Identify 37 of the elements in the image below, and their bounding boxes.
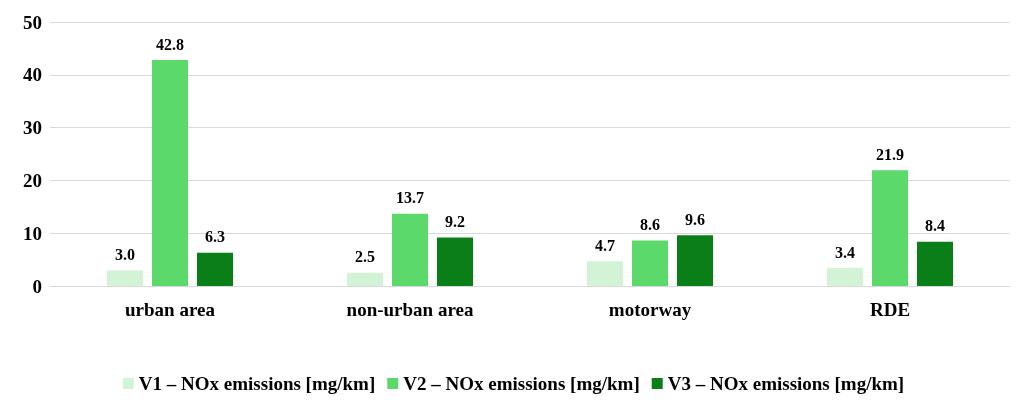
bar	[152, 60, 188, 286]
y-tick-label: 30	[23, 117, 42, 139]
x-tick-label: non-urban area	[346, 299, 474, 320]
y-tick-label: 20	[23, 169, 42, 191]
bar	[632, 240, 668, 286]
legend-label: V2 – NOx emissions [mg/km]	[403, 373, 640, 394]
x-tick-label: motorway	[608, 299, 692, 320]
text: 8.4	[925, 217, 945, 235]
text: 21.9	[876, 145, 904, 163]
bar	[437, 237, 473, 286]
bar	[347, 272, 383, 286]
text: 3.4	[835, 243, 855, 261]
text: 2.5	[355, 248, 375, 266]
y-tick-label: 50	[23, 11, 42, 33]
legend-label: V1 – NOx emissions [mg/km]	[138, 373, 376, 394]
text: 9.6	[685, 210, 705, 228]
text: 9.2	[445, 212, 465, 230]
bar	[107, 270, 143, 286]
legend-label: V3 – NOx emissions [mg/km]	[667, 373, 905, 394]
text: 8.6	[640, 216, 660, 234]
text: 6.3	[205, 228, 225, 246]
y-tick-label: 40	[23, 64, 42, 86]
text: 3.0	[115, 245, 135, 263]
x-tick-label: RDE	[869, 299, 911, 320]
bar	[677, 235, 713, 286]
text: 42.8	[156, 35, 184, 53]
bar	[587, 261, 623, 286]
bar	[197, 252, 233, 286]
bar	[917, 241, 953, 286]
y-tick-label: 10	[23, 222, 42, 244]
bar	[872, 170, 908, 286]
x-tick-label: urban area	[125, 299, 216, 320]
text: 13.7	[396, 189, 424, 207]
bar	[827, 268, 863, 286]
y-tick-label: 0	[32, 275, 42, 297]
text: 4.7	[595, 236, 615, 254]
bar	[392, 213, 428, 286]
